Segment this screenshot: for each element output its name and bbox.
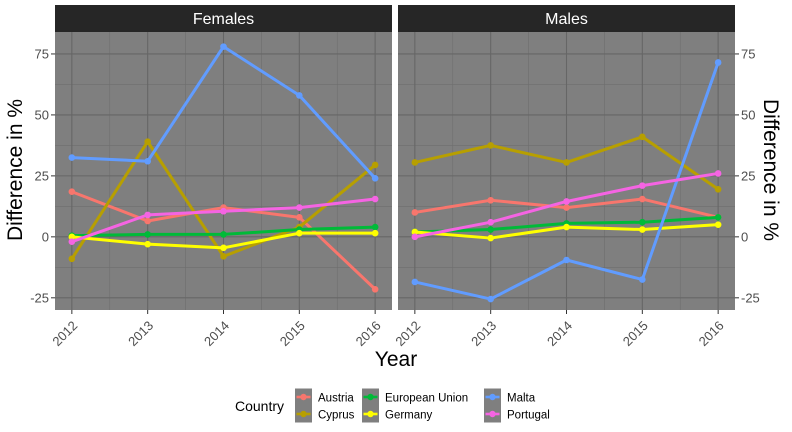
series-point-males-malta (714, 59, 722, 66)
legend-label-cyprus: Cyprus (318, 410, 355, 422)
series-point-females-portugal (68, 238, 76, 246)
series-point-females-germany (220, 244, 227, 252)
series-point-females-portugal (371, 195, 379, 203)
y-tick-label-right: 25 (741, 168, 755, 183)
strip-title-females: Females (193, 11, 254, 28)
series-point-males-cyprus (714, 185, 722, 193)
series-point-males-germany (487, 234, 494, 242)
series-point-males-austria (411, 209, 419, 216)
y-axis-label-left: Difference in % (4, 99, 27, 241)
legend-key-point-austria (300, 393, 307, 401)
series-point-females-cyprus (220, 253, 227, 260)
series-point-males-austria (487, 196, 494, 204)
series-point-males-cyprus (563, 159, 570, 166)
series-point-females-germany (144, 240, 151, 248)
panel-males: Males (398, 5, 735, 310)
series-point-males-germany (411, 228, 419, 236)
legend-label-germany: Germany (385, 410, 433, 422)
legend-key-point-germany (367, 410, 374, 418)
series-point-males-cyprus (487, 142, 494, 149)
series-point-females-germany (68, 233, 76, 241)
strip-females (55, 5, 392, 32)
series-point-males-malta (487, 295, 494, 303)
series-point-males-european-union (487, 226, 494, 233)
series-point-males-malta (563, 256, 570, 264)
series-point-females-portugal (220, 207, 227, 215)
panels: Females Males (55, 5, 735, 310)
y-tick-label-left: 75 (35, 46, 49, 61)
series-point-females-cyprus (371, 161, 379, 169)
series-point-males-germany (563, 223, 570, 231)
series-point-females-malta (220, 43, 227, 50)
series-point-females-malta (296, 92, 303, 99)
series-point-males-germany (639, 226, 646, 233)
legend-key-point-cyprus (300, 410, 307, 418)
series-point-females-austria (68, 188, 76, 196)
legend-key-point-european-union (367, 393, 374, 401)
x-axis-label: Year (375, 348, 417, 371)
series-point-males-malta (411, 278, 419, 286)
y-tick-label-left: 50 (35, 107, 49, 122)
x-tick-label: 2016 (353, 318, 384, 349)
series-point-females-european-union (371, 223, 379, 231)
y-tick-label-right: 0 (741, 229, 748, 244)
y-tick-label-right: 75 (741, 46, 755, 61)
y-tick-label-left: -25 (30, 290, 49, 305)
series-point-males-portugal (563, 198, 570, 205)
series-point-males-portugal (411, 233, 419, 241)
x-tick-label: 2013 (125, 318, 156, 349)
series-point-females-portugal (296, 204, 303, 211)
legend-label-austria: Austria (318, 393, 354, 405)
series-point-males-cyprus (411, 159, 419, 166)
x-tick-label: 2012 (392, 318, 423, 349)
x-tick-label: 2014 (201, 318, 232, 349)
series-point-males-portugal (714, 170, 722, 177)
y-tick-label-right: 50 (741, 107, 755, 122)
series-point-females-cyprus (144, 138, 151, 146)
series-point-males-malta (639, 276, 646, 283)
series-point-males-germany (714, 221, 722, 228)
strip-males (398, 5, 735, 32)
legend: Country Austria Cyprus European Union German… (235, 388, 550, 423)
legend-key-point-portugal (489, 410, 496, 418)
x-tick-label: 2012 (49, 318, 80, 349)
series-point-males-european-union (714, 214, 722, 221)
series-point-females-germany (371, 229, 379, 237)
legend-label-european-union: European Union (385, 393, 468, 405)
legend-key-point-malta (489, 393, 496, 401)
series-point-females-cyprus (68, 255, 76, 263)
series-point-males-cyprus (639, 133, 646, 141)
panel-females: Females (55, 5, 392, 310)
y-tick-label-left: 0 (42, 229, 49, 244)
series-point-males-austria (639, 195, 646, 203)
legend-label-malta: Malta (507, 393, 536, 405)
series-point-females-portugal (144, 211, 151, 219)
series-point-males-portugal (639, 182, 646, 189)
legend-label-portugal: Portugal (507, 410, 550, 422)
x-tick-label: 2015 (620, 318, 651, 349)
x-tick-label: 2014 (544, 318, 575, 349)
series-point-females-austria (296, 214, 303, 221)
series-point-females-austria (371, 285, 379, 293)
series-point-females-european-union (220, 231, 227, 238)
x-tick-label: 2016 (696, 318, 727, 349)
y-axis-label-right: Difference in % (759, 99, 782, 241)
series-point-males-portugal (487, 218, 494, 226)
series-point-males-european-union (639, 218, 646, 226)
series-point-females-european-union (144, 231, 151, 238)
series-point-males-austria (563, 204, 570, 211)
strip-title-males: Males (545, 11, 588, 28)
series-point-females-germany (296, 229, 303, 237)
series-point-females-malta (371, 175, 379, 182)
x-tick-label: 2013 (468, 318, 499, 349)
y-tick-label-left: 25 (35, 168, 49, 183)
series-point-females-malta (144, 157, 151, 165)
y-tick-label-right: -25 (741, 290, 760, 305)
series-point-females-austria (144, 217, 151, 225)
series-point-females-malta (68, 154, 76, 161)
legend-title: Country (235, 398, 284, 414)
x-tick-label: 2015 (277, 318, 308, 349)
